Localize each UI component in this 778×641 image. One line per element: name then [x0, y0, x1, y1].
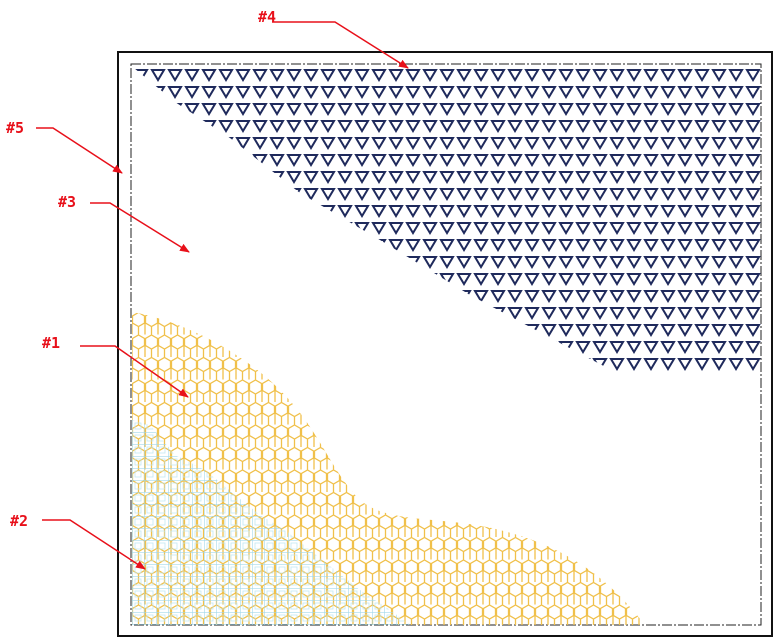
callout-5-leader [36, 127, 123, 174]
callout-2: #2 [10, 512, 146, 570]
callout-2-label: #2 [10, 512, 28, 530]
callout-1: #1 [42, 334, 189, 398]
callout-1-label: #1 [42, 334, 60, 352]
callout-3: #3 [58, 193, 190, 253]
callout-5: #5 [6, 119, 123, 174]
region-4-triangle-hatch [134, 68, 762, 372]
outer-frame [117, 51, 773, 637]
callout-4-label: #4 [258, 8, 276, 26]
callout-5-label: #5 [6, 119, 24, 137]
callout-4-leader [272, 21, 409, 69]
callout-3-leader [90, 202, 190, 253]
callout-1-leader [80, 345, 189, 398]
callout-4: #4 [258, 8, 409, 69]
callout-2-leader [42, 519, 146, 570]
region-2-grid-hatch [132, 420, 410, 625]
callout-3-label: #3 [58, 193, 76, 211]
